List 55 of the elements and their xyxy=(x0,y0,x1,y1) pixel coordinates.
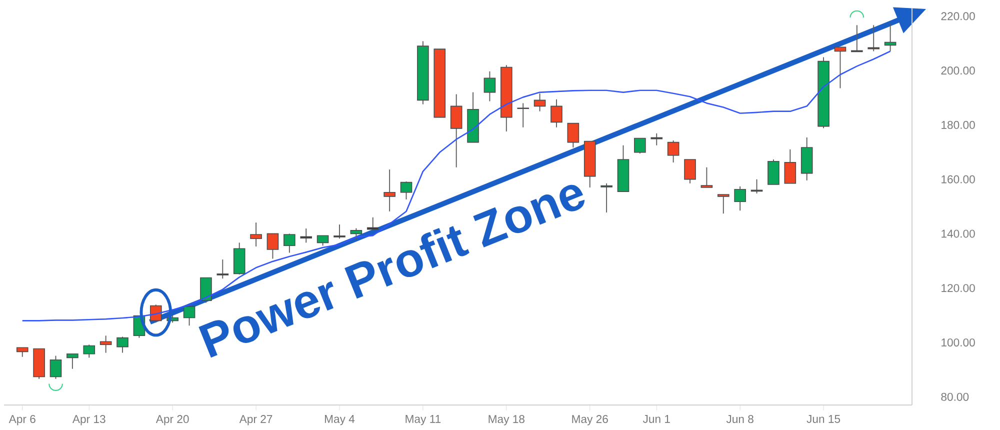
candlestick xyxy=(284,233,296,254)
x-tick-label: Apr 27 xyxy=(239,415,272,426)
y-tick-label: 140.00 xyxy=(942,230,975,238)
candlestick xyxy=(717,194,730,214)
candlestick xyxy=(100,335,112,354)
candlestick xyxy=(66,353,78,370)
y-tick-label: 180.00 xyxy=(942,120,975,129)
candlestick xyxy=(768,158,780,185)
candlestick xyxy=(700,166,713,188)
candlestick xyxy=(384,169,396,212)
candlestick xyxy=(16,347,28,358)
candlestick xyxy=(300,228,312,244)
candlestick xyxy=(550,98,562,128)
candlestick xyxy=(667,140,680,163)
candlestick xyxy=(517,102,530,128)
x-tick-label: Apr 20 xyxy=(156,415,189,426)
candlestick xyxy=(116,336,128,354)
candlestick xyxy=(183,305,196,326)
candlestick xyxy=(734,186,746,212)
y-tick-label: 160.00 xyxy=(942,175,975,184)
y-tick-label: 80.00 xyxy=(941,392,969,401)
candlestick xyxy=(884,22,896,52)
candlestick xyxy=(50,355,62,380)
y-tick-label: 100.00 xyxy=(942,338,975,346)
candlestick xyxy=(216,259,229,280)
x-tick-label: May 26 xyxy=(572,415,608,426)
candlestick xyxy=(784,148,796,184)
candlestick xyxy=(834,46,846,89)
x-tick-label: May 11 xyxy=(406,415,441,426)
candlestick xyxy=(484,70,496,102)
candlestick xyxy=(150,304,162,324)
x-tick-label: Apr 13 xyxy=(72,415,106,426)
x-tick-label: May 18 xyxy=(488,415,524,426)
x-tick-label: Jun 8 xyxy=(726,415,754,424)
candlestick xyxy=(634,138,646,154)
y-tick-label: 120.00 xyxy=(942,284,975,292)
candlestick xyxy=(266,233,279,260)
candlestick xyxy=(534,92,546,112)
y-tick-label: 200.00 xyxy=(941,66,975,75)
x-tick-label: Apr 6 xyxy=(8,415,36,426)
candlestick xyxy=(83,344,96,358)
x-tick-label: Jun 1 xyxy=(642,415,670,423)
candlestick xyxy=(600,182,612,213)
x-tick-label: May 4 xyxy=(324,415,355,426)
annotation: Power Profit Zone xyxy=(198,184,585,358)
candlestick xyxy=(316,235,329,246)
candlestick xyxy=(400,181,412,200)
candlestick xyxy=(684,158,696,184)
candlestick xyxy=(334,224,346,240)
candlestick xyxy=(350,228,362,240)
candlestick xyxy=(450,94,462,168)
x-tick-label: Jun 15 xyxy=(806,415,840,423)
y-tick-label: 220.00 xyxy=(941,12,975,20)
candlestick xyxy=(250,222,262,247)
candlestick xyxy=(567,122,580,148)
